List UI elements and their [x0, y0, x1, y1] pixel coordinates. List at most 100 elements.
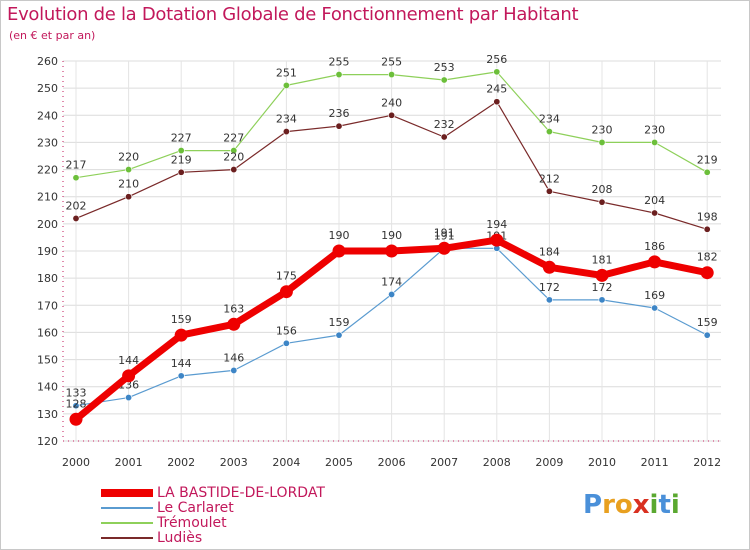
y-tick-label: 210 [37, 191, 58, 204]
data-label: 159 [329, 316, 350, 329]
y-tick-label: 250 [37, 82, 58, 95]
y-tick-label: 260 [37, 55, 58, 68]
data-label: 227 [171, 132, 192, 145]
data-label: 219 [697, 153, 718, 166]
data-label: 174 [381, 275, 402, 288]
data-label: 236 [329, 107, 350, 120]
logo-letter: t [658, 490, 671, 520]
y-tick-label: 180 [37, 272, 58, 285]
data-label: 240 [381, 96, 402, 109]
x-tick-label: 2002 [167, 456, 195, 469]
data-point [598, 296, 606, 304]
y-tick-label: 150 [37, 354, 58, 367]
data-point [545, 296, 553, 304]
data-point [335, 122, 343, 130]
data-point [595, 268, 609, 282]
data-label: 144 [118, 354, 139, 367]
data-label: 204 [644, 194, 665, 207]
logo-letter: x [632, 490, 650, 520]
data-label: 181 [592, 253, 613, 266]
data-label: 232 [434, 118, 455, 131]
y-tick-label: 220 [37, 164, 58, 177]
data-point [335, 331, 343, 339]
legend-swatch [101, 521, 153, 524]
data-label: 234 [539, 113, 560, 126]
data-point [177, 147, 185, 155]
data-label: 159 [171, 313, 192, 326]
data-point [440, 133, 448, 141]
data-label: 255 [381, 56, 402, 69]
data-point [125, 193, 133, 201]
data-point [282, 128, 290, 136]
data-point [125, 166, 133, 174]
y-tick-label: 170 [37, 299, 58, 312]
data-label: 220 [118, 151, 139, 164]
data-point [227, 317, 241, 331]
proxiti-logo: Proxiti [583, 490, 680, 520]
y-tick-label: 130 [37, 408, 58, 421]
legend-label: LA BASTIDE-DE-LORDAT [157, 484, 325, 501]
data-point [648, 255, 662, 269]
logo-letter: i [670, 490, 680, 520]
legend-swatch [101, 536, 153, 539]
data-point [230, 366, 238, 374]
logo-letter: r [602, 490, 615, 520]
data-point [700, 266, 714, 280]
data-point [72, 214, 80, 222]
x-tick-label: 2008 [483, 456, 511, 469]
data-point [651, 209, 659, 217]
data-point [279, 285, 293, 299]
y-tick-label: 190 [37, 245, 58, 258]
data-label: 255 [329, 56, 350, 69]
data-label: 133 [66, 387, 87, 400]
data-point [230, 147, 238, 155]
data-point [335, 71, 343, 79]
data-label: 219 [171, 153, 192, 166]
data-label: 172 [539, 281, 560, 294]
y-tick-label: 160 [37, 326, 58, 339]
data-label: 227 [223, 132, 244, 145]
data-label: 234 [276, 113, 297, 126]
logo-letter: o [614, 490, 633, 520]
data-point [651, 138, 659, 146]
data-point [542, 260, 556, 274]
logo-letter: P [583, 490, 603, 520]
data-label: 128 [66, 397, 87, 410]
data-label: 194 [486, 218, 507, 231]
data-label: 230 [644, 123, 665, 136]
x-tick-label: 2007 [430, 456, 458, 469]
data-label: 208 [592, 183, 613, 196]
chart-title: Evolution de la Dotation Globale de Fonc… [7, 4, 579, 25]
data-point [703, 168, 711, 176]
legend-item: Trémoulet [101, 515, 325, 531]
data-point [440, 76, 448, 84]
data-label: 190 [381, 229, 402, 242]
data-label: 186 [644, 240, 665, 253]
legend-label: Le Carlaret [157, 499, 234, 516]
y-tick-label: 120 [37, 435, 58, 448]
data-label: 163 [223, 302, 244, 315]
data-label: 169 [644, 289, 665, 302]
x-tick-label: 2009 [535, 456, 563, 469]
data-label: 256 [486, 53, 507, 66]
data-point [703, 225, 711, 233]
x-tick-label: 2010 [588, 456, 616, 469]
data-label: 217 [66, 159, 87, 172]
data-label: 251 [276, 66, 297, 79]
data-point [651, 304, 659, 312]
data-label: 172 [592, 281, 613, 294]
x-tick-label: 2003 [220, 456, 248, 469]
data-label: 191 [434, 226, 455, 239]
data-point [282, 339, 290, 347]
data-label: 202 [66, 199, 87, 212]
data-point [388, 290, 396, 298]
y-tick-label: 200 [37, 218, 58, 231]
data-label: 175 [276, 270, 297, 283]
y-tick-label: 240 [37, 109, 58, 122]
x-tick-label: 2004 [272, 456, 300, 469]
data-point [72, 174, 80, 182]
data-point [72, 402, 80, 410]
x-tick-label: 2005 [325, 456, 353, 469]
